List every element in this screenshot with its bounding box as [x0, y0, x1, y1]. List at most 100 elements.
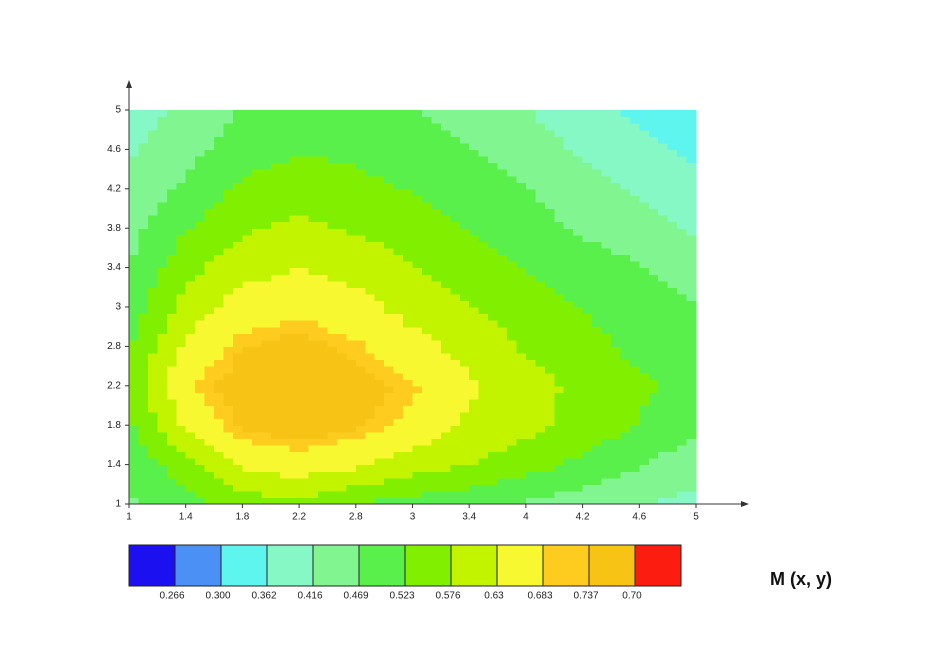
- contour-cell: [601, 241, 612, 249]
- contour-cell: [525, 471, 536, 479]
- contour-cell: [497, 280, 508, 288]
- contour-cell: [544, 201, 555, 210]
- contour-cell: [129, 385, 140, 393]
- contour-cell: [639, 162, 650, 170]
- contour-cell: [582, 392, 593, 400]
- contour-cell: [601, 182, 612, 190]
- contour-cell: [573, 313, 584, 321]
- contour-cell: [544, 208, 555, 216]
- contour-cell: [223, 116, 234, 124]
- contour-cell: [242, 352, 253, 361]
- contour-cell: [478, 175, 489, 183]
- contour-cell: [214, 280, 225, 288]
- contour-cell: [478, 477, 489, 485]
- contour-cell: [686, 458, 697, 466]
- contour-cell: [157, 261, 168, 269]
- contour-cell: [299, 451, 310, 459]
- contour-cell: [185, 405, 196, 413]
- contour-cell: [440, 241, 451, 249]
- contour-cell: [488, 261, 499, 269]
- contour-cell: [440, 490, 451, 499]
- contour-cell: [686, 497, 697, 505]
- contour-cell: [488, 149, 499, 157]
- contour-cell: [525, 228, 536, 236]
- contour-cell: [232, 418, 243, 426]
- contour-cell: [176, 385, 187, 393]
- contour-cell: [242, 477, 253, 485]
- contour-cell: [469, 385, 480, 393]
- contour-cell: [166, 372, 177, 380]
- contour-cell: [270, 228, 281, 236]
- contour-cell: [431, 293, 442, 302]
- contour-cell: [299, 247, 310, 256]
- contour-cell: [563, 201, 574, 210]
- contour-cell: [592, 280, 603, 288]
- contour-cell: [450, 182, 461, 190]
- contour-cell: [554, 490, 565, 499]
- contour-cell: [677, 464, 688, 472]
- contour-cell: [232, 392, 243, 400]
- contour-cell: [157, 392, 168, 400]
- contour-cell: [459, 136, 470, 144]
- contour-cell: [280, 490, 291, 499]
- contour-cell: [129, 287, 140, 295]
- contour-cell: [214, 359, 225, 367]
- contour-cell: [573, 372, 584, 380]
- contour-cell: [563, 477, 574, 485]
- contour-cell: [592, 418, 603, 426]
- contour-cell: [166, 398, 177, 407]
- contour-cell: [648, 392, 659, 400]
- x-tick-label: 4: [523, 512, 529, 523]
- contour-cell: [469, 162, 480, 170]
- contour-cell: [138, 247, 149, 256]
- contour-cell: [299, 175, 310, 183]
- contour-cell: [147, 313, 158, 321]
- contour-cell: [459, 412, 470, 420]
- contour-cell: [289, 195, 300, 203]
- contour-cell: [440, 352, 451, 361]
- contour-cell: [204, 392, 215, 400]
- contour-cell: [629, 149, 640, 157]
- contour-cell: [544, 287, 555, 295]
- contour-cell: [620, 425, 631, 433]
- colorbar-box: [588, 544, 636, 587]
- contour-cell: [629, 182, 640, 190]
- contour-cell: [535, 215, 546, 223]
- contour-cell: [232, 169, 243, 177]
- contour-cell: [497, 208, 508, 216]
- contour-cell: [280, 359, 291, 367]
- contour-cell: [176, 484, 187, 492]
- contour-cell: [658, 458, 669, 466]
- contour-cell: [384, 320, 395, 328]
- contour-cell: [573, 320, 584, 328]
- contour-cell: [176, 247, 187, 256]
- contour-cell: [488, 129, 499, 137]
- contour-cell: [157, 431, 168, 439]
- contour-cell: [374, 346, 385, 354]
- contour-cell: [658, 346, 669, 354]
- contour-cell: [336, 320, 347, 328]
- contour-cell: [251, 287, 262, 295]
- contour-cell: [393, 333, 404, 341]
- contour-cell: [374, 287, 385, 295]
- contour-cell: [516, 412, 527, 420]
- contour-cell: [639, 300, 650, 308]
- contour-cell: [355, 215, 366, 223]
- contour-cell: [582, 346, 593, 354]
- contour-cell: [176, 326, 187, 334]
- contour-cell: [195, 471, 206, 479]
- contour-cell: [620, 359, 631, 367]
- contour-cell: [204, 241, 215, 249]
- contour-cell: [686, 431, 697, 439]
- contour-cell: [251, 313, 262, 321]
- contour-cell: [459, 320, 470, 328]
- contour-cell: [336, 339, 347, 347]
- contour-cell: [157, 425, 168, 433]
- contour-cell: [507, 254, 518, 262]
- contour-cell: [658, 300, 669, 308]
- contour-cell: [497, 490, 508, 499]
- contour-cell: [431, 471, 442, 479]
- contour-cell: [232, 149, 243, 157]
- contour-cell: [176, 412, 187, 420]
- contour-cell: [336, 129, 347, 137]
